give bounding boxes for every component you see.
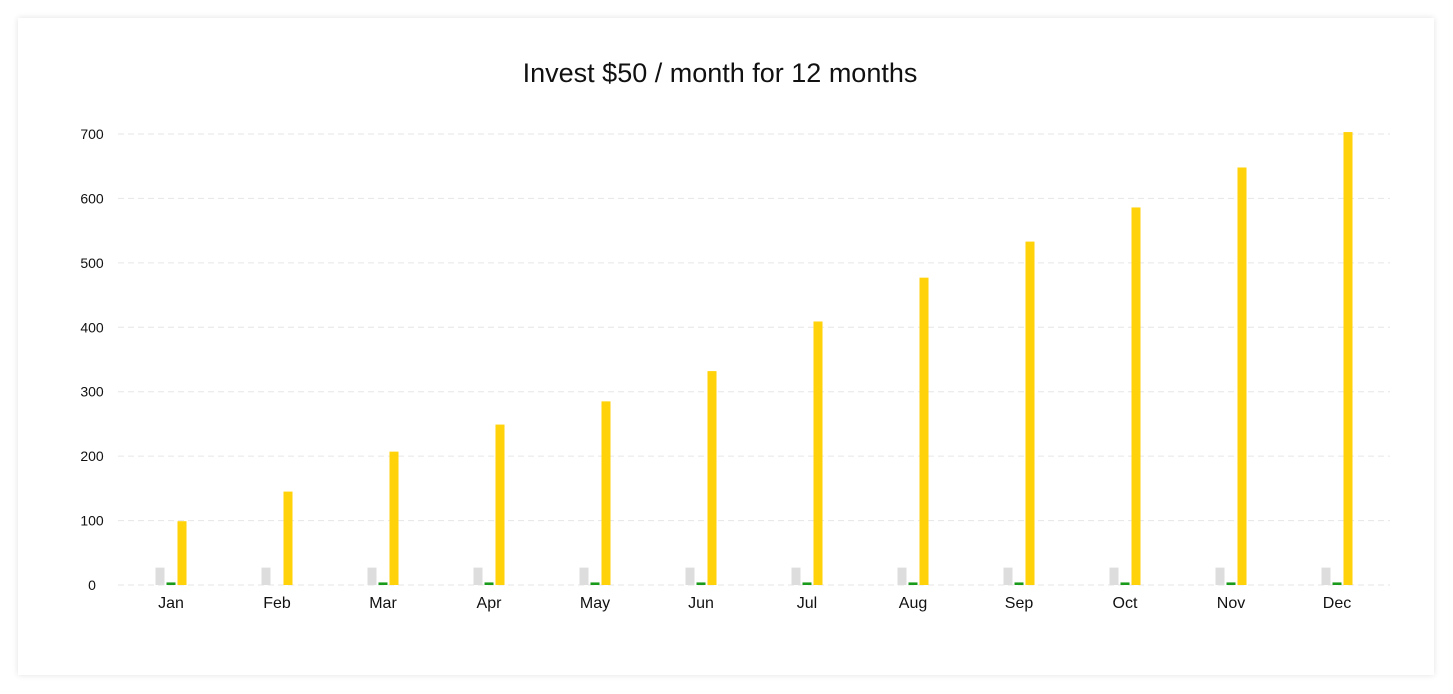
x-tick-label: May xyxy=(580,595,610,612)
bar-dec-series-1 xyxy=(1321,567,1331,585)
bar-feb-series-3 xyxy=(283,491,293,585)
bar-apr-series-3 xyxy=(495,424,505,585)
bar-jul-series-2 xyxy=(802,582,812,585)
bar-jan-series-3 xyxy=(177,521,187,585)
bar-may-series-1 xyxy=(579,567,589,585)
bar-mar-series-3 xyxy=(389,451,399,585)
bar-may-series-2 xyxy=(590,582,600,585)
y-axis: 0 100 200 300 400 500 600 700 xyxy=(80,126,104,593)
gridlines xyxy=(118,133,1390,586)
bar-sep-series-2 xyxy=(1014,582,1024,585)
y-tick-label: 300 xyxy=(80,384,104,400)
x-tick-label: Aug xyxy=(899,595,927,612)
x-tick-label: Jul xyxy=(797,595,817,612)
chart-title: Invest $50 / month for 12 months xyxy=(522,58,918,88)
bar-may-series-3 xyxy=(601,401,611,585)
bar-feb-series-1 xyxy=(261,567,271,585)
bars xyxy=(155,132,1353,586)
bar-aug-series-2 xyxy=(908,582,918,585)
bar-aug-series-1 xyxy=(897,567,907,585)
bar-nov-series-3 xyxy=(1237,167,1247,585)
y-tick-label: 600 xyxy=(80,190,104,206)
x-tick-label: Jan xyxy=(158,595,184,612)
x-tick-label: Nov xyxy=(1217,595,1245,612)
bar-jul-series-1 xyxy=(791,567,801,585)
bar-dec-series-2 xyxy=(1332,582,1342,585)
y-tick-label: 0 xyxy=(88,577,96,593)
y-tick-label: 200 xyxy=(80,448,104,464)
bar-jun-series-2 xyxy=(696,582,706,585)
x-tick-label: Oct xyxy=(1113,595,1138,612)
bar-mar-series-1 xyxy=(367,567,377,585)
bar-jun-series-1 xyxy=(685,567,695,585)
x-tick-label: Mar xyxy=(369,595,397,612)
bar-apr-series-2 xyxy=(484,582,494,585)
bar-sep-series-3 xyxy=(1025,241,1035,586)
bar-nov-series-1 xyxy=(1215,567,1225,585)
bar-oct-series-1 xyxy=(1109,567,1119,585)
bar-jun-series-3 xyxy=(707,371,717,585)
x-axis: Jan Feb Mar Apr May Jun Jul Aug Sep Oct Nov Dec xyxy=(158,595,1351,612)
x-tick-label: Dec xyxy=(1323,595,1351,612)
y-tick-label: 100 xyxy=(80,513,104,529)
bar-jan-series-1 xyxy=(155,567,165,585)
y-tick-label: 700 xyxy=(80,126,104,142)
x-tick-label: Sep xyxy=(1005,595,1034,612)
bar-oct-series-2 xyxy=(1120,582,1130,585)
bar-apr-series-1 xyxy=(473,567,483,585)
x-tick-label: Feb xyxy=(263,595,291,612)
x-tick-label: Jun xyxy=(688,595,714,612)
bar-oct-series-3 xyxy=(1131,207,1141,585)
y-tick-label: 500 xyxy=(80,255,104,271)
bar-dec-series-3 xyxy=(1343,132,1353,585)
bar-mar-series-2 xyxy=(378,582,388,585)
bar-sep-series-1 xyxy=(1003,567,1013,585)
x-tick-label: Apr xyxy=(477,595,503,612)
bar-jul-series-3 xyxy=(813,321,823,585)
bar-jan-series-2 xyxy=(166,582,176,585)
chart-card xyxy=(18,18,1434,675)
bar-aug-series-3 xyxy=(919,277,929,585)
y-tick-label: 400 xyxy=(80,319,104,335)
bar-nov-series-2 xyxy=(1226,582,1236,585)
